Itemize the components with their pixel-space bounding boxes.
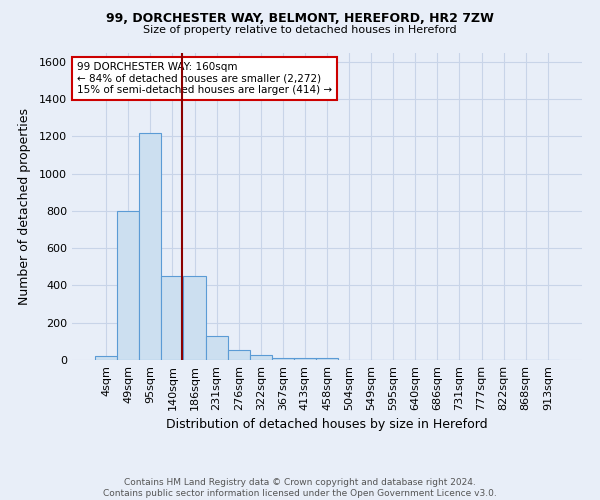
Bar <box>206 336 227 360</box>
Text: 99 DORCHESTER WAY: 160sqm
← 84% of detached houses are smaller (2,272)
15% of se: 99 DORCHESTER WAY: 160sqm ← 84% of detac… <box>77 62 332 95</box>
Bar <box>117 211 139 360</box>
Bar <box>316 358 338 360</box>
X-axis label: Distribution of detached houses by size in Hereford: Distribution of detached houses by size … <box>166 418 488 432</box>
Bar <box>272 358 294 360</box>
Bar <box>227 350 250 360</box>
Bar <box>184 276 206 360</box>
Text: 99, DORCHESTER WAY, BELMONT, HEREFORD, HR2 7ZW: 99, DORCHESTER WAY, BELMONT, HEREFORD, H… <box>106 12 494 26</box>
Y-axis label: Number of detached properties: Number of detached properties <box>17 108 31 304</box>
Text: Contains HM Land Registry data © Crown copyright and database right 2024.
Contai: Contains HM Land Registry data © Crown c… <box>103 478 497 498</box>
Bar <box>294 358 316 360</box>
Bar <box>161 276 184 360</box>
Bar <box>250 356 272 360</box>
Bar <box>139 132 161 360</box>
Text: Size of property relative to detached houses in Hereford: Size of property relative to detached ho… <box>143 25 457 35</box>
Bar <box>95 356 117 360</box>
